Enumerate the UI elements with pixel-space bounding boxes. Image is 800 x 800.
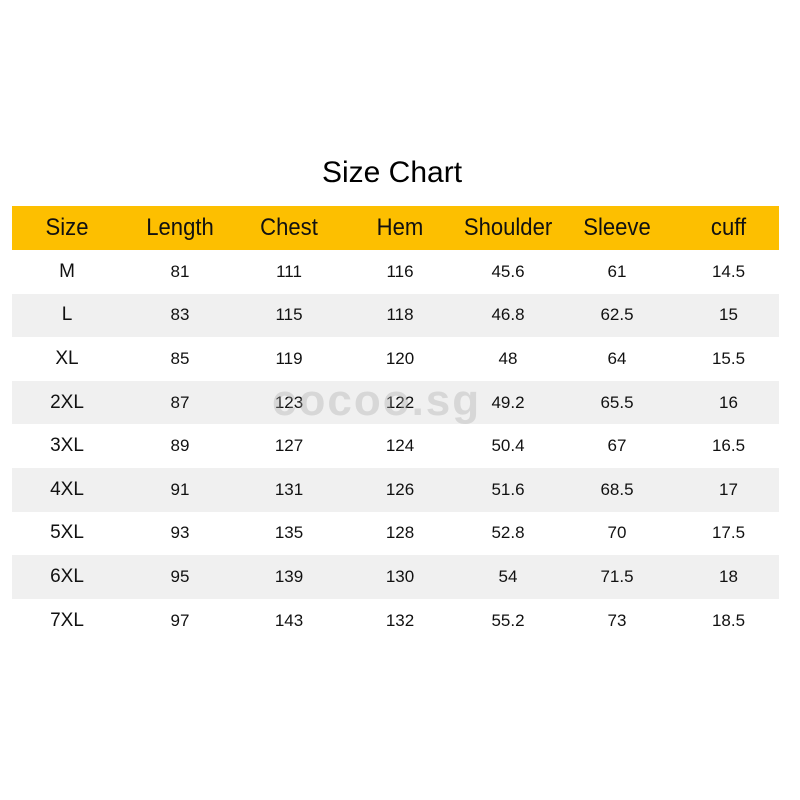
table-cell: 127 (274, 436, 304, 456)
table-cell: 89 (170, 436, 190, 456)
table-cell: 67 (607, 436, 627, 456)
table-cell: 16 (719, 392, 738, 412)
table-cell: 50.4 (491, 436, 525, 456)
table-cell: 131 (274, 479, 304, 499)
table-cell: 2XL (50, 391, 84, 413)
size-table: Size Length Chest Hem Shoulder Sleeve cuff M 81 1… (12, 206, 779, 642)
table-cell: 122 (385, 392, 415, 412)
table-cell: 71.5 (600, 566, 634, 586)
table-cell: 70 (607, 523, 627, 543)
table-cell: 132 (385, 610, 415, 630)
table-cell: 62.5 (600, 305, 634, 325)
table-cell: 119 (275, 348, 303, 368)
table-header-row: Size Length Chest Hem Shoulder Sleeve cuff (12, 206, 779, 250)
table-cell: 68.5 (600, 479, 634, 499)
table-cell: 95 (170, 566, 190, 586)
table-cell: 126 (385, 479, 415, 499)
table-cell: 81 (170, 261, 190, 281)
table-cell: 46.8 (491, 305, 525, 325)
table-cell: 5XL (50, 522, 84, 544)
table-row: M 81 111 116 45.6 61 14.5 (12, 250, 779, 294)
table-row: 2XL 87 123 122 49.2 65.5 16 (12, 380, 779, 425)
table-cell: 61 (607, 261, 627, 281)
page-title: Size Chart (321, 156, 463, 189)
table-cell: 15 (719, 305, 738, 325)
column-header: Hem (376, 214, 424, 241)
table-cell: 123 (274, 392, 304, 412)
table-cell: 120 (385, 348, 415, 368)
table-cell: 54 (498, 566, 518, 586)
table-cell: 87 (170, 392, 190, 412)
column-header: cuff (710, 214, 747, 241)
table-cell: 93 (170, 523, 190, 543)
table-cell: 6XL (50, 565, 84, 587)
table-row: L 83 115 118 46.8 62.5 15 (12, 293, 779, 338)
table-cell: 49.2 (491, 392, 525, 412)
table-cell: 97 (170, 610, 190, 630)
table-cell: 118 (386, 305, 414, 325)
table-cell: 52.8 (491, 523, 525, 543)
column-header: Shoulder (463, 214, 553, 241)
table-cell: 14.5 (711, 261, 746, 281)
table-cell: 18.5 (711, 610, 746, 630)
table-row: 5XL 93 135 128 52.8 70 17.5 (12, 512, 779, 556)
table-cell: 130 (385, 566, 415, 586)
table-row: 4XL 91 131 126 51.6 68.5 17 (12, 467, 779, 512)
table-cell: 124 (385, 436, 415, 456)
table-cell: 55.2 (491, 610, 525, 630)
table-row: 3XL 89 127 124 50.4 67 16.5 (12, 424, 779, 468)
table-cell: 17 (719, 479, 738, 499)
table-cell: 64 (607, 348, 627, 368)
column-header: Length (146, 214, 214, 241)
table-cell: L (61, 304, 73, 326)
table-row: 6XL 95 139 130 54 71.5 18 (12, 555, 779, 599)
table-row: 7XL 97 143 132 55.2 73 18.5 (12, 599, 779, 643)
table-cell: 139 (274, 566, 304, 586)
table-cell: 7XL (50, 609, 84, 631)
table-row: XL 85 119 120 48 64 15.5 (12, 337, 779, 381)
table-cell: 128 (385, 523, 415, 543)
table-cell: XL (55, 347, 79, 369)
table-cell: 115 (275, 305, 303, 325)
table-cell: 15.5 (711, 348, 746, 368)
table-cell: 73 (607, 610, 627, 630)
table-cell: 65.5 (600, 392, 634, 412)
table-cell: 51.6 (491, 479, 525, 499)
table-cell: 111 (276, 261, 302, 281)
table-cell: 116 (386, 261, 414, 281)
table-cell: 48 (498, 348, 518, 368)
table-cell: 143 (274, 610, 304, 630)
table-cell: 4XL (50, 478, 84, 500)
column-header: Chest (260, 214, 318, 241)
table-cell: 17.5 (711, 523, 746, 543)
table-cell: M (59, 260, 75, 282)
table-cell: 135 (274, 523, 304, 543)
table-cell: 83 (170, 305, 190, 325)
table-cell: 3XL (50, 435, 84, 457)
table-cell: 16.5 (711, 436, 746, 456)
table-cell: 91 (170, 479, 190, 499)
column-header: Sleeve (583, 214, 651, 241)
table-cell: 45.6 (491, 261, 525, 281)
column-header: Size (45, 214, 89, 241)
table-cell: 18 (719, 566, 738, 586)
table-cell: 85 (170, 348, 190, 368)
